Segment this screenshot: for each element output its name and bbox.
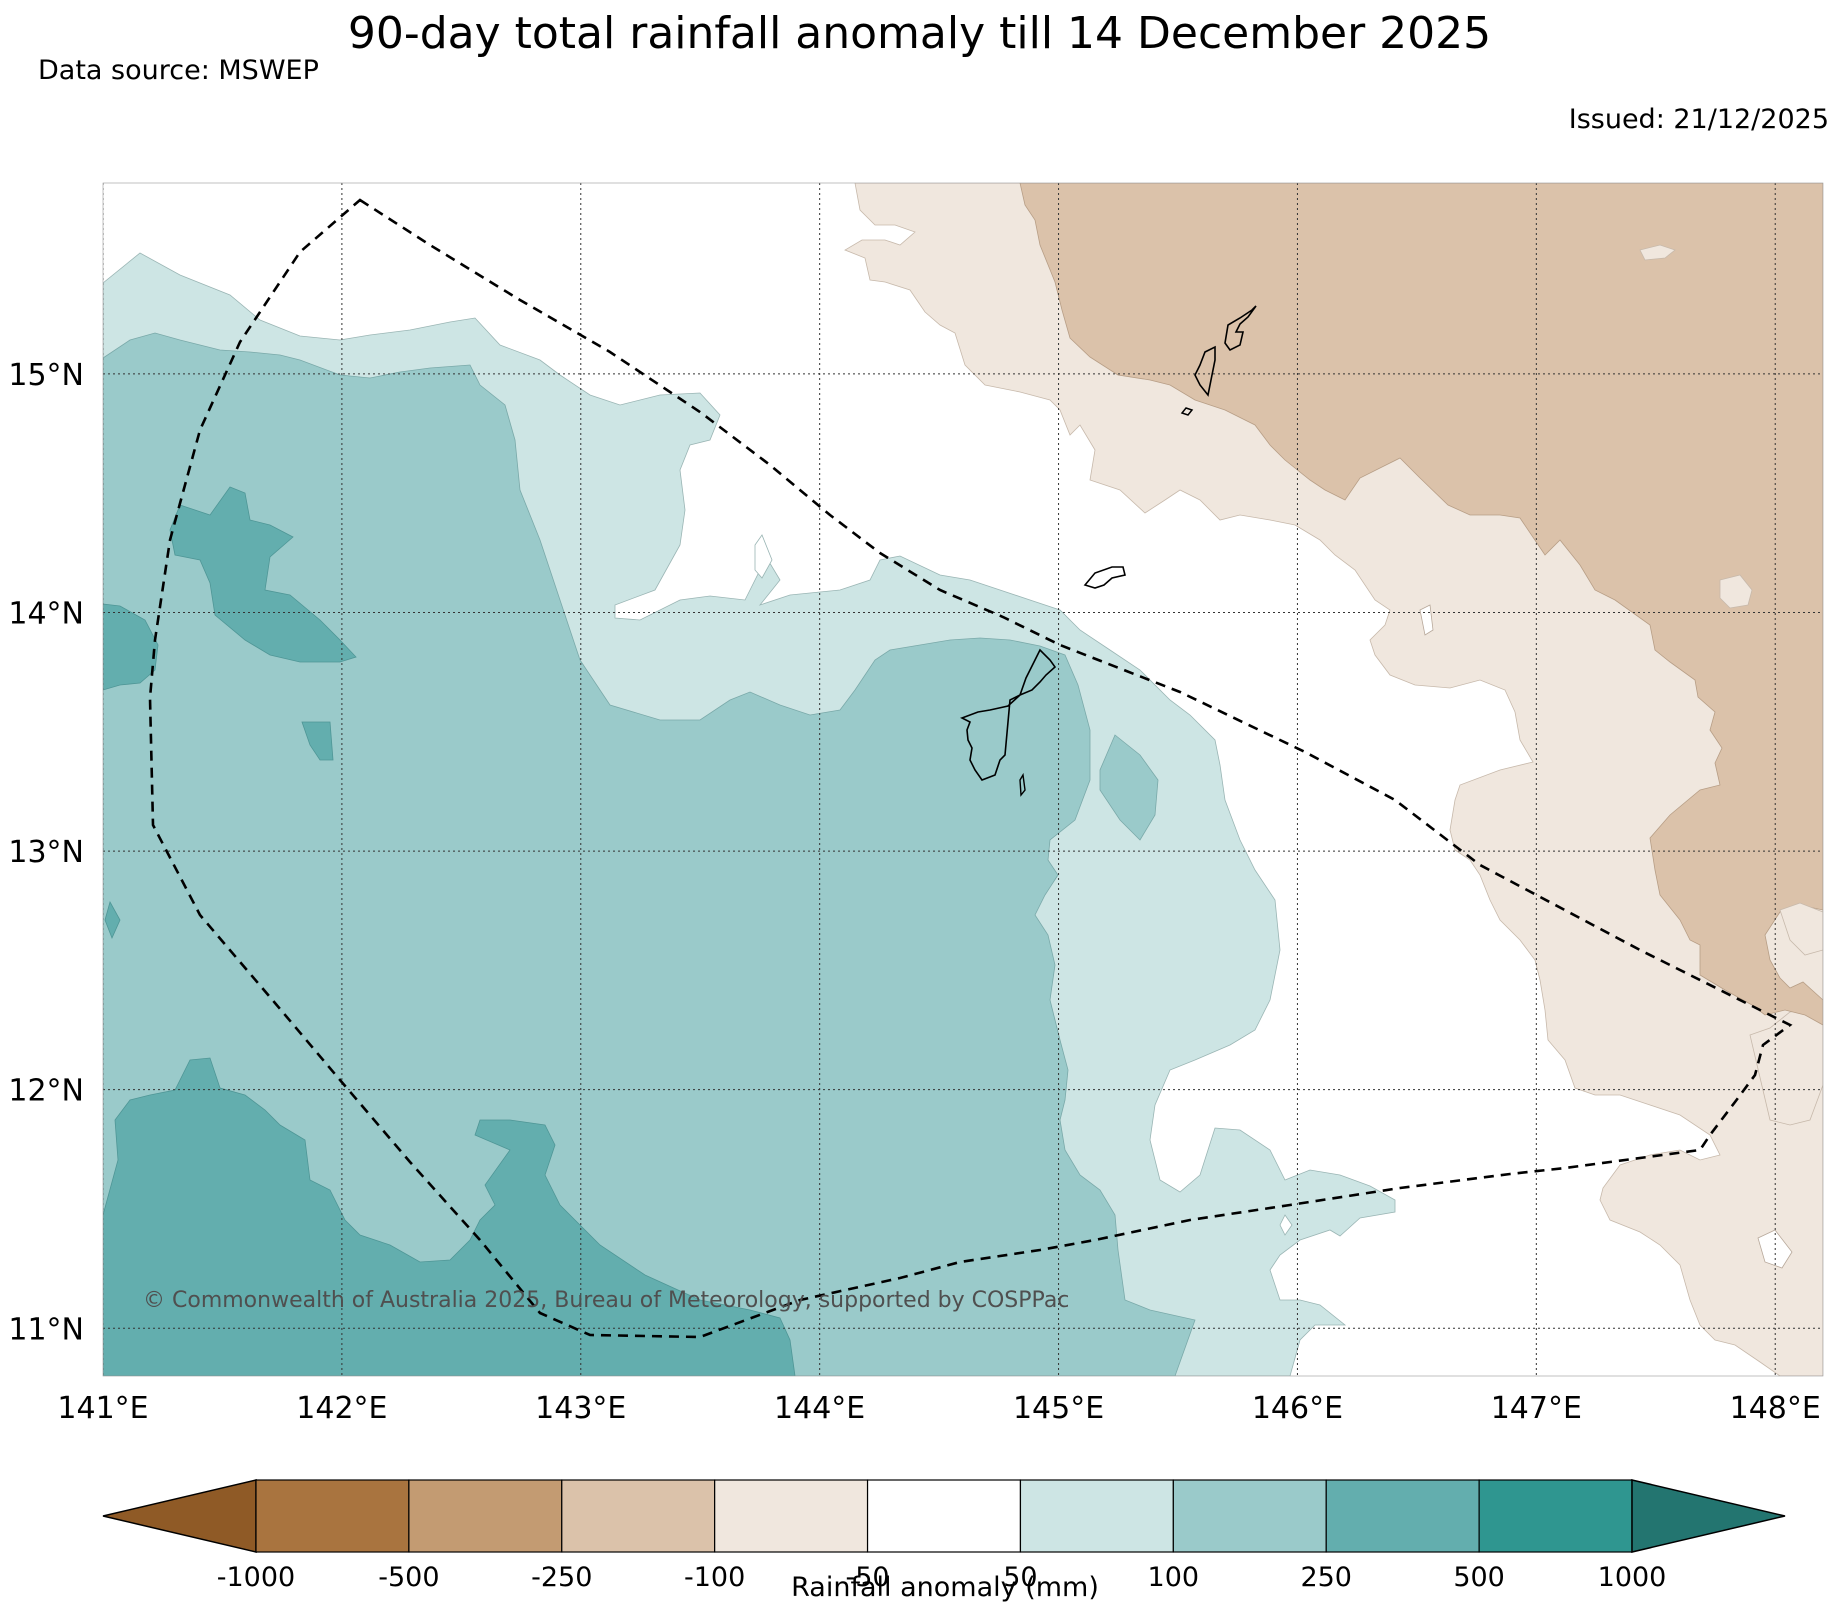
colorbar-tick-label: -1000 bbox=[217, 1562, 295, 1593]
tinian-island-outline bbox=[1194, 345, 1216, 397]
latitude-tick-labels: 15°N 14°N 13°N 12°N 11°N bbox=[8, 358, 84, 1347]
anomaly-100-250-region bbox=[103, 332, 1196, 1376]
colorbar-segment bbox=[1019, 1479, 1174, 1553]
longitude-tick-label: 143°E bbox=[535, 1391, 626, 1426]
issued-date-label: Issued: 21/12/2025 bbox=[1568, 104, 1829, 135]
map-title: 90-day total rainfall anomaly till 14 De… bbox=[347, 8, 1492, 59]
colorbar-segment bbox=[408, 1479, 563, 1553]
colorbar-tick-labels: -1000 -500 -250 -100 -50 50 100 250 500 1000 bbox=[217, 1562, 1667, 1593]
map-plot-area bbox=[103, 183, 1823, 1376]
colorbar bbox=[102, 1479, 1786, 1553]
gridlines bbox=[103, 183, 1823, 1376]
colorbar-tick-label: 1000 bbox=[1598, 1562, 1667, 1593]
colorbar-tick-label: -50 bbox=[846, 1562, 890, 1593]
data-source-label: Data source: MSWEP bbox=[38, 55, 319, 86]
rota-island-outline bbox=[1083, 566, 1126, 589]
colorbar-segment bbox=[1325, 1479, 1480, 1553]
colorbar-segment bbox=[1478, 1479, 1633, 1553]
colorbar-extend-low bbox=[102, 1479, 257, 1553]
colorbar-tick-label: -500 bbox=[378, 1562, 439, 1593]
neutral-anomaly-region bbox=[754, 534, 773, 579]
guam-island-outline bbox=[960, 648, 1057, 781]
colorbar-tick-label: 50 bbox=[1003, 1562, 1037, 1593]
colorbar-tick-label: 100 bbox=[1148, 1562, 1200, 1593]
guam-island-outline bbox=[1019, 772, 1026, 797]
colorbar-tick-label: 250 bbox=[1300, 1562, 1352, 1593]
longitude-tick-label: 145°E bbox=[1013, 1391, 1104, 1426]
latitude-tick-label: 11°N bbox=[8, 1312, 84, 1347]
colorbar-segment bbox=[1172, 1479, 1327, 1553]
boundary-dashed-line bbox=[148, 198, 1793, 1339]
anomaly-250-500-region bbox=[169, 486, 357, 663]
colorbar-label: Rainfall anomaly (mm) bbox=[791, 1572, 1099, 1603]
neutral-anomaly-region bbox=[1279, 1214, 1293, 1236]
anomaly-minus50-minus100-region bbox=[1639, 244, 1676, 261]
latitude-tick-label: 13°N bbox=[8, 835, 84, 870]
longitude-tick-label: 141°E bbox=[57, 1391, 148, 1426]
colorbar-segment bbox=[255, 1479, 410, 1553]
colorbar-tick-label: 500 bbox=[1453, 1562, 1505, 1593]
longitude-tick-labels: 141°E 142°E 143°E 144°E 145°E 146°E 147°E 148°E bbox=[57, 1391, 1820, 1426]
anomaly-250-500-region bbox=[104, 900, 121, 940]
longitude-tick-label: 146°E bbox=[1252, 1391, 1343, 1426]
anomaly-250-500-region bbox=[103, 603, 159, 691]
longitude-tick-label: 142°E bbox=[296, 1391, 387, 1426]
colorbar-segment bbox=[714, 1479, 869, 1553]
longitude-tick-label: 144°E bbox=[774, 1391, 865, 1426]
anomaly-minus50-minus100-region bbox=[1719, 574, 1753, 609]
colorbar-tick-label: -100 bbox=[684, 1562, 745, 1593]
colorbar-extend-high bbox=[1631, 1479, 1786, 1553]
latitude-tick-label: 14°N bbox=[8, 596, 84, 631]
saipan-island-outline bbox=[1224, 305, 1257, 352]
longitude-tick-label: 148°E bbox=[1730, 1391, 1821, 1426]
anomaly-250-500-region bbox=[301, 721, 334, 761]
latitude-tick-label: 15°N bbox=[8, 358, 84, 393]
tinian-island-outline bbox=[1180, 407, 1194, 416]
map-frame bbox=[102, 182, 1824, 1377]
copyright-notice: © Commonwealth of Australia 2025, Bureau… bbox=[143, 1288, 1069, 1313]
anomaly-minus50-minus100-region bbox=[1749, 999, 1823, 1126]
colorbar-segment bbox=[866, 1479, 1022, 1553]
anomaly-minus100-minus250-region bbox=[1019, 183, 1823, 1026]
anomaly-minus50-minus100-region bbox=[1779, 902, 1823, 956]
anomaly-100-250-region bbox=[1099, 734, 1159, 841]
longitude-tick-label: 147°E bbox=[1491, 1391, 1582, 1426]
latitude-tick-label: 12°N bbox=[8, 1074, 84, 1109]
colorbar-tick-label: -250 bbox=[531, 1562, 592, 1593]
colorbar-segment bbox=[561, 1479, 716, 1553]
anomaly-250-500-region bbox=[103, 1057, 796, 1376]
